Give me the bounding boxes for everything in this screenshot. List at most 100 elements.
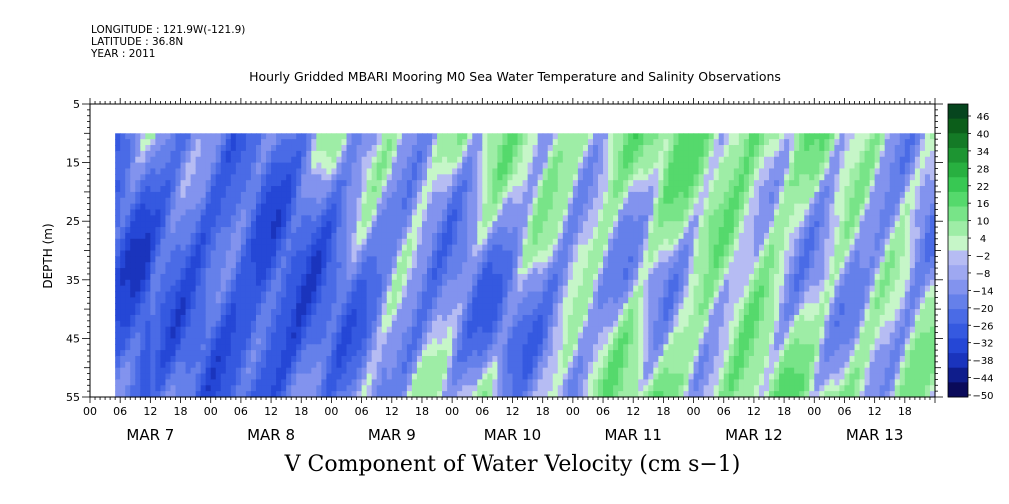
heatmap-cell (250, 385, 257, 392)
heatmap-cell (230, 244, 237, 252)
heatmap-cell (266, 291, 272, 298)
heatmap-cell (230, 215, 237, 222)
heatmap-cell (301, 338, 307, 345)
heatmap-cell (125, 133, 131, 140)
heatmap-cell (361, 309, 368, 316)
heatmap-cell (497, 162, 504, 170)
heatmap-cell (376, 133, 383, 140)
heatmap-cell (386, 156, 393, 164)
heatmap-cell (396, 191, 403, 199)
heatmap-cell (437, 262, 443, 269)
heatmap-cell (577, 244, 584, 252)
heatmap-cell (286, 291, 292, 298)
heatmap-cell (301, 291, 307, 298)
heatmap-cell (135, 344, 141, 351)
heatmap-cell (185, 379, 192, 386)
heatmap-cell (255, 150, 262, 158)
heatmap-cell (150, 320, 156, 328)
heatmap-cell (542, 361, 549, 369)
heatmap-cell (276, 361, 282, 369)
heatmap-cell (567, 250, 574, 257)
heatmap-cell (321, 338, 327, 345)
heatmap-cell (291, 186, 297, 193)
heatmap-cell (562, 367, 569, 375)
heatmap-cell (648, 244, 654, 252)
heatmap-cell (150, 350, 156, 357)
heatmap-cell (235, 262, 242, 269)
heatmap-cell (497, 250, 504, 257)
heatmap-cell (281, 297, 287, 304)
heatmap-cell (567, 303, 574, 310)
heatmap-cell (225, 162, 232, 170)
heatmap-cell (195, 150, 202, 158)
heatmap-cell (517, 285, 524, 293)
heatmap-cell (170, 232, 177, 240)
heatmap-cell (376, 156, 383, 164)
heatmap-cell (125, 314, 131, 322)
heatmap-cell (140, 391, 146, 398)
heatmap-cell (562, 215, 569, 222)
heatmap-cell (220, 379, 227, 386)
heatmap-cell (537, 350, 544, 357)
heatmap-cell (286, 244, 292, 252)
heatmap-cell (281, 373, 287, 381)
heatmap-cell (497, 379, 504, 386)
heatmap-cell (125, 367, 131, 375)
heatmap-cell (567, 197, 574, 205)
heatmap-cell (235, 309, 242, 316)
heatmap-cell (633, 373, 639, 381)
heatmap-cell (643, 232, 649, 240)
heatmap-cell (442, 279, 448, 287)
heatmap-cell (326, 139, 333, 146)
heatmap-cell (296, 379, 302, 386)
heatmap-cell (306, 273, 312, 281)
heatmap-cell (598, 209, 604, 216)
heatmap-cell (276, 186, 282, 193)
heatmap-cell (457, 285, 463, 293)
heatmap-cell (442, 145, 448, 152)
heatmap-cell (331, 174, 338, 181)
heatmap-cell (598, 326, 604, 334)
heatmap-cell (562, 320, 569, 328)
heatmap-cell (432, 355, 438, 363)
heatmap-cell (245, 227, 252, 234)
heatmap-cell (361, 326, 368, 334)
heatmap-cell (457, 244, 463, 252)
heatmap-cell (613, 297, 619, 304)
heatmap-cell (215, 145, 222, 152)
heatmap-cell (537, 145, 544, 152)
heatmap-cell (165, 367, 172, 375)
heatmap-cell (507, 174, 514, 181)
heatmap-cell (331, 197, 338, 205)
heatmap-cell (416, 320, 423, 328)
heatmap-cell (577, 221, 584, 228)
heatmap-cell (185, 361, 192, 369)
heatmap-cell (150, 361, 156, 369)
heatmap-cell (225, 191, 232, 199)
heatmap-cell (150, 221, 156, 228)
heatmap-cell (648, 361, 654, 369)
heatmap-cell (411, 256, 418, 263)
heatmap-cell (572, 232, 579, 240)
heatmap-cell (517, 145, 524, 152)
heatmap-cell (567, 209, 574, 216)
heatmap-cell (396, 385, 403, 392)
heatmap-cell (613, 197, 619, 205)
heatmap-cell (215, 297, 222, 304)
heatmap-cell (598, 133, 604, 140)
heatmap-cell (170, 145, 177, 152)
heatmap-cell (477, 355, 483, 363)
heatmap-cell (271, 297, 277, 304)
heatmap-cell (517, 326, 524, 334)
heatmap-cell (442, 309, 448, 316)
heatmap-cell (185, 133, 192, 140)
heatmap-cell (255, 303, 262, 310)
heatmap-cell (613, 256, 619, 263)
heatmap-cell (587, 180, 594, 187)
heatmap-cell (452, 355, 458, 363)
heatmap-cell (311, 256, 317, 263)
heatmap-cell (598, 361, 604, 369)
heatmap-cell (658, 145, 664, 152)
heatmap-cell (240, 291, 247, 298)
heatmap-cell (487, 332, 493, 339)
